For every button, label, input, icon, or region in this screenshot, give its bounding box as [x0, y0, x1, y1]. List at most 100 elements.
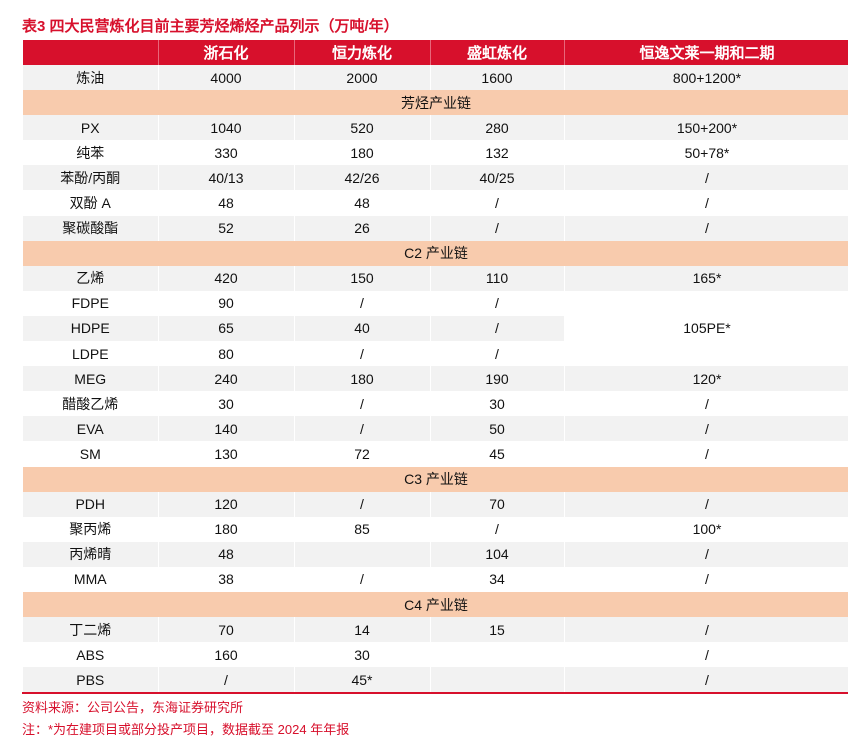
table-cell: [430, 667, 564, 693]
table-cell: /: [430, 216, 564, 241]
table-cell: /: [564, 492, 848, 517]
table-cell: /: [294, 567, 430, 592]
row-label: HDPE: [23, 316, 159, 341]
table-cell: 34: [430, 567, 564, 592]
row-label: 苯酚/丙酮: [23, 165, 159, 190]
section-row: C3 产业链: [23, 467, 848, 492]
table-cell: /: [564, 190, 848, 215]
table-cell: 120*: [564, 366, 848, 391]
section-row: 芳烃产业链: [23, 90, 848, 115]
table-cell: 150+200*: [564, 115, 848, 140]
table-cell: 72: [294, 441, 430, 466]
table-cell: 30: [158, 391, 294, 416]
section-label: 芳烃产业链: [23, 90, 848, 115]
column-header: 恒力炼化: [294, 40, 430, 65]
table-cell: /: [430, 341, 564, 366]
table-cell: 70: [158, 617, 294, 642]
table-cell: 4000: [158, 65, 294, 90]
row-label: 醋酸乙烯: [23, 391, 159, 416]
row-label: 聚碳酸酯: [23, 216, 159, 241]
row-label: 丁二烯: [23, 617, 159, 642]
table-cell: /: [294, 416, 430, 441]
table-cell: 140: [158, 416, 294, 441]
table-cell: [294, 542, 430, 567]
row-label: FDPE: [23, 291, 159, 316]
table-cell: 130: [158, 441, 294, 466]
table-cell: 38: [158, 567, 294, 592]
table-cell: /: [564, 216, 848, 241]
section-row: C2 产业链: [23, 241, 848, 266]
row-label: PX: [23, 115, 159, 140]
table-cell: 132: [430, 140, 564, 165]
column-header: 恒逸文莱一期和二期: [564, 40, 848, 65]
table-cell: /: [564, 542, 848, 567]
table-cell: /: [564, 441, 848, 466]
table-cell: 1040: [158, 115, 294, 140]
table-title: 表3 四大民营炼化目前主要芳烃烯烃产品列示（万吨/年）: [22, 15, 399, 36]
column-header: 浙石化: [158, 40, 294, 65]
table-cell: 105PE*: [564, 291, 848, 366]
table-cell: 65: [158, 316, 294, 341]
table-row: PBS/45*/: [23, 667, 848, 693]
table-cell: /: [564, 642, 848, 667]
table-cell: 180: [158, 517, 294, 542]
footnote: 注：*为在建项目或部分投产项目，数据截至 2024 年年报: [22, 719, 349, 738]
table-cell: 120: [158, 492, 294, 517]
table-cell: 48: [158, 190, 294, 215]
table-cell: 180: [294, 366, 430, 391]
table-cell: 1600: [430, 65, 564, 90]
table-cell: /: [564, 567, 848, 592]
table-cell: /: [430, 517, 564, 542]
section-label: C2 产业链: [23, 241, 848, 266]
table-cell: 2000: [294, 65, 430, 90]
table-cell: 30: [430, 391, 564, 416]
section-label: C4 产业链: [23, 592, 848, 617]
row-label: 纯苯: [23, 140, 159, 165]
table-cell: /: [564, 667, 848, 693]
table-cell: /: [294, 492, 430, 517]
table-cell: 26: [294, 216, 430, 241]
table-cell: 150: [294, 266, 430, 291]
row-label: SM: [23, 441, 159, 466]
table-cell: 15: [430, 617, 564, 642]
table-header-row: 浙石化恒力炼化盛虹炼化恒逸文莱一期和二期: [23, 40, 848, 65]
table-cell: 52: [158, 216, 294, 241]
table-cell: [430, 642, 564, 667]
table-cell: 800+1200*: [564, 65, 848, 90]
row-label: MEG: [23, 366, 159, 391]
row-label: ABS: [23, 642, 159, 667]
table-cell: 50: [430, 416, 564, 441]
table-cell: 165*: [564, 266, 848, 291]
table-cell: 110: [430, 266, 564, 291]
table-cell: 80: [158, 341, 294, 366]
table-cell: 45*: [294, 667, 430, 693]
row-label: MMA: [23, 567, 159, 592]
table-cell: 100*: [564, 517, 848, 542]
table-cell: /: [294, 391, 430, 416]
table-cell: 48: [294, 190, 430, 215]
table-cell: 90: [158, 291, 294, 316]
table-cell: /: [158, 667, 294, 693]
table-cell: /: [430, 190, 564, 215]
table-cell: 240: [158, 366, 294, 391]
table-cell: 50+78*: [564, 140, 848, 165]
table-cell: 70: [430, 492, 564, 517]
table-cell: 190: [430, 366, 564, 391]
row-label: 聚丙烯: [23, 517, 159, 542]
column-header: [23, 40, 159, 65]
table-cell: 45: [430, 441, 564, 466]
section-row: C4 产业链: [23, 592, 848, 617]
